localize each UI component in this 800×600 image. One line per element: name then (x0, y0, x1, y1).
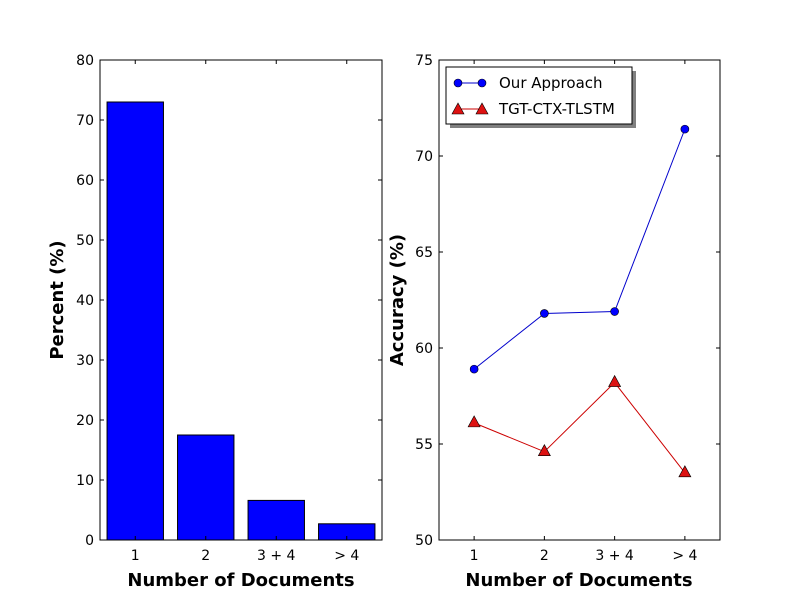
legend-box (445, 66, 633, 125)
line-series (467, 124, 692, 478)
y-tick-label: 75 (415, 53, 433, 69)
y-tick-label: 60 (76, 173, 94, 189)
legend-label-tgt-ctx-tlstm: TGT-CTX-TLSTM (498, 100, 615, 118)
x-tick-label: 2 (540, 548, 549, 564)
percent-bar-chart: 1 2 3 + 4 > 4 0 10 20 30 40 50 60 70 80 Number of Do… (47, 53, 383, 591)
y-tick-label: 0 (85, 533, 94, 549)
y-tick-label: 80 (76, 53, 94, 69)
data-point (540, 309, 549, 318)
x-tick-label: 1 (470, 548, 479, 564)
data-point (610, 307, 619, 316)
left-x-axis-label: Number of Documents (127, 570, 354, 591)
legend-marker-our-approach (453, 78, 463, 88)
y-tick-label: 30 (76, 353, 94, 369)
y-tick-label: 65 (415, 245, 433, 261)
x-tick-label: > 4 (672, 548, 697, 564)
right-axis-ticks: 1 2 3 + 4 > 4 50 55 60 65 70 75 (415, 53, 720, 564)
bar (247, 499, 305, 541)
right-plot-frame (438, 59, 721, 541)
bar (106, 101, 164, 541)
y-tick-label: 10 (76, 473, 94, 489)
data-point (678, 465, 692, 478)
y-tick-label: 20 (76, 413, 94, 429)
accuracy-line-chart: 1 2 3 + 4 > 4 50 55 60 65 70 75 Number of Documen… (387, 53, 721, 591)
x-tick-label: 2 (201, 548, 210, 564)
right-x-axis-label: Number of Documents (465, 570, 692, 591)
left-y-axis-label: Percent (%) (47, 240, 68, 359)
data-point (537, 444, 551, 456)
x-tick-label: 3 + 4 (595, 548, 634, 564)
y-tick-label: 55 (415, 437, 433, 453)
legend-marker-tgt-ctx-tlstm (451, 102, 465, 115)
left-axis-ticks: 1 2 3 + 4 > 4 0 10 20 30 40 50 60 70 80 (76, 53, 382, 564)
x-tick-label: > 4 (334, 548, 359, 564)
series-line (473, 128, 686, 370)
bar-series (106, 101, 376, 541)
data-point (680, 124, 690, 134)
y-tick-label: 70 (76, 113, 94, 129)
legend-marker-tgt-ctx-tlstm (475, 102, 489, 115)
legend: Our Approach TGT-CTX-TLSTM (445, 66, 636, 128)
y-tick-label: 50 (415, 533, 433, 549)
y-tick-label: 60 (415, 341, 433, 357)
data-point (608, 374, 622, 387)
x-tick-label: 3 + 4 (257, 548, 296, 564)
x-tick-label: 1 (131, 548, 140, 564)
data-point (467, 415, 481, 428)
data-point (469, 364, 479, 374)
legend-label-our-approach: Our Approach (499, 74, 603, 92)
series-line (473, 381, 686, 474)
right-y-axis-label: Accuracy (%) (387, 234, 408, 366)
y-tick-label: 40 (76, 293, 94, 309)
y-tick-label: 70 (415, 149, 433, 165)
legend-marker-our-approach (477, 78, 487, 88)
y-tick-label: 50 (76, 233, 94, 249)
bar (177, 434, 235, 541)
